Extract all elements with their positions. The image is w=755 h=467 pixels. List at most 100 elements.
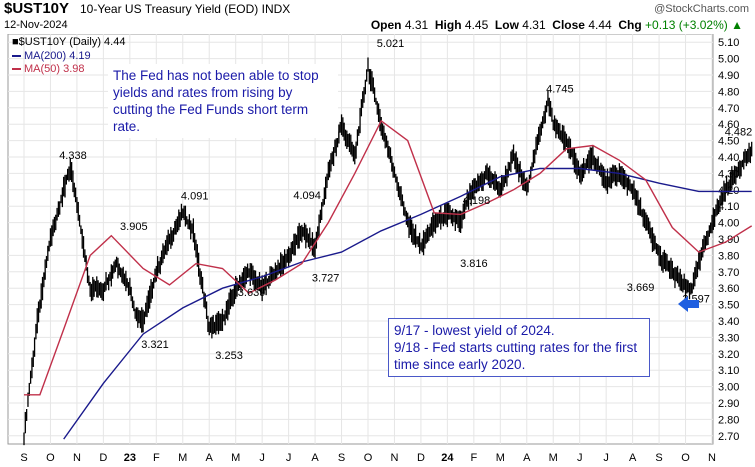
x-tick-label: M [231,452,240,464]
brand-logo: @StockCharts.com [654,3,749,15]
y-tick-label: 3.40 [718,316,739,328]
y-tick-label: 4.60 [718,119,739,131]
close-label: Close [552,18,585,32]
y-tick-label: 3.30 [718,332,739,344]
x-tick-label: F [470,452,477,464]
x-tick-label: A [523,452,531,464]
data-label: 3.816 [460,258,488,270]
x-tick-label: J [286,452,292,464]
data-label: 3.253 [215,350,243,362]
x-tick-label: J [603,452,609,464]
x-tick-label: J [577,452,583,464]
legend-price-label: $UST10Y (Daily) 4.44 [18,36,126,48]
exchange: INDX [261,2,291,16]
arrow-icon [678,296,699,312]
x-tick-label: S [655,452,662,464]
low-label: Low [494,18,519,32]
x-tick-label: 24 [441,452,454,464]
annotation-line-2: 9/18 - Fed starts cutting rates for the … [394,340,638,372]
x-tick-label: S [338,452,345,464]
high-value: 4.45 [464,18,489,32]
x-tick-label: A [629,452,637,464]
up-triangle-icon: ▲ [731,18,743,32]
y-tick-label: 4.10 [718,201,739,213]
chart-header: $UST10Y 10-Year US Treasury Yield (EOD) … [0,0,755,34]
y-tick-label: 3.20 [718,349,739,361]
x-tick-label: M [496,452,505,464]
y-tick-label: 3.10 [718,365,739,377]
x-tick-label: O [46,452,55,464]
close-value: 4.44 [588,18,612,32]
legend-ma50-label: MA(50) 3.98 [24,63,85,75]
legend-price: ■$UST10Y (Daily) 4.44 [12,36,125,48]
y-tick-label: 4.00 [718,218,739,230]
data-label: 3.321 [141,339,169,351]
y-tick-label: 3.70 [718,267,739,279]
chg-label: Chg [618,18,642,32]
y-tick-label: 3.80 [718,250,739,262]
y-tick-label: 2.90 [718,398,739,410]
annotation-line-1: 9/17 - lowest yield of 2024. [394,323,555,338]
yield-chart: 2.70 2.80 2.90 3.00 3.10 3.20 3.30 3.40 3.50 3.60… [7,34,753,464]
x-axis: S O N D 23 F M A M J J A S O N D 24 F M A M J J A S O N [20,452,716,464]
x-tick-label: D [99,452,107,464]
annotation-rate-cut-note: 9/17 - lowest yield of 2024. 9/18 - Fed … [388,318,650,377]
data-label: 4.091 [181,191,209,203]
x-tick-label: 23 [124,452,136,464]
chart-name: 10-Year US Treasury Yield (EOD) [80,2,259,16]
x-tick-label: N [73,452,81,464]
x-tick-label: O [364,452,373,464]
x-tick-label: N [390,452,398,464]
y-tick-label: 4.50 [718,136,739,148]
data-label: 3.639 [238,287,266,299]
y-tick-label: 4.40 [718,152,739,164]
chart-subtitle: 10-Year US Treasury Yield (EOD) INDX [80,2,290,16]
ohlc-readout: Open 4.31 High 4.45 Low 4.31 Close 4.44 … [371,18,743,32]
x-tick-label: A [206,452,214,464]
data-label: 4.482 [725,127,753,139]
ma50-swatch [12,68,21,71]
y-tick-label: 4.80 [718,86,739,98]
price-legend-icon: ■ [12,36,19,48]
open-value: 4.31 [404,18,429,32]
x-tick-label: M [549,452,558,464]
data-labels: 4.338 3.905 4.091 3.321 3.253 3.639 4.094 3.727… [59,38,752,362]
y-tick-label: 2.70 [718,431,739,443]
ma200-line [63,167,752,440]
y-tick-label: 3.50 [718,300,739,312]
x-tick-label: O [681,452,690,464]
data-label: 3.905 [120,221,148,233]
chg-value: +0.13 (+3.02%) [645,18,728,32]
annotation-fed-note: The Fed has not been able to stop yields… [108,64,338,138]
y-tick-label: 5.00 [718,54,739,66]
legend-ma200-label: MA(200) 4.19 [24,50,91,62]
legend-ma50: MA(50) 3.98 [12,63,85,75]
low-value: 4.31 [522,18,546,32]
data-label: 4.338 [59,150,87,162]
x-tick-label: S [20,452,27,464]
series-lines [23,57,753,446]
y-tick-label: 4.70 [718,103,739,115]
x-tick-label: D [417,452,425,464]
ma50-line [24,119,753,396]
x-tick-label: F [153,452,160,464]
x-tick-label: N [708,452,716,464]
data-label: 4.198 [463,195,491,207]
y-tick-label: 4.90 [718,70,739,82]
data-label: 3.727 [312,272,340,284]
ma200-swatch [12,55,21,58]
symbol: $UST10Y [4,0,70,17]
y-tick-label: 2.80 [718,414,739,426]
grid [8,34,713,444]
legend-ma200: MA(200) 4.19 [12,50,91,62]
y-tick-label: 3.60 [718,283,739,295]
data-label: 4.745 [546,83,574,95]
data-label: 4.094 [293,190,321,202]
x-tick-label: M [178,452,187,464]
x-tick-label: J [259,452,265,464]
x-tick-label: A [311,452,319,464]
data-label: 5.021 [377,38,405,50]
y-tick-label: 3.00 [718,382,739,394]
y-tick-label: 5.10 [718,37,739,49]
chart-date: 12-Nov-2024 [4,19,68,31]
